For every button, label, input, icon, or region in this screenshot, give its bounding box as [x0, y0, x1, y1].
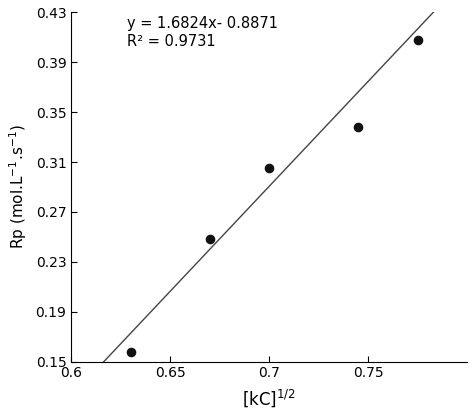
Y-axis label: Rp (mol.L$^{-1}$.s$^{-1}$): Rp (mol.L$^{-1}$.s$^{-1}$) [7, 124, 28, 250]
Point [414, 37, 421, 43]
Point [206, 236, 214, 243]
Point [355, 124, 362, 131]
Text: y = 1.6824x- 0.8871
R² = 0.9731: y = 1.6824x- 0.8871 R² = 0.9731 [127, 16, 278, 49]
Point [265, 165, 273, 172]
X-axis label: [kC]$^{1/2}$: [kC]$^{1/2}$ [242, 387, 296, 409]
Point [127, 348, 135, 355]
